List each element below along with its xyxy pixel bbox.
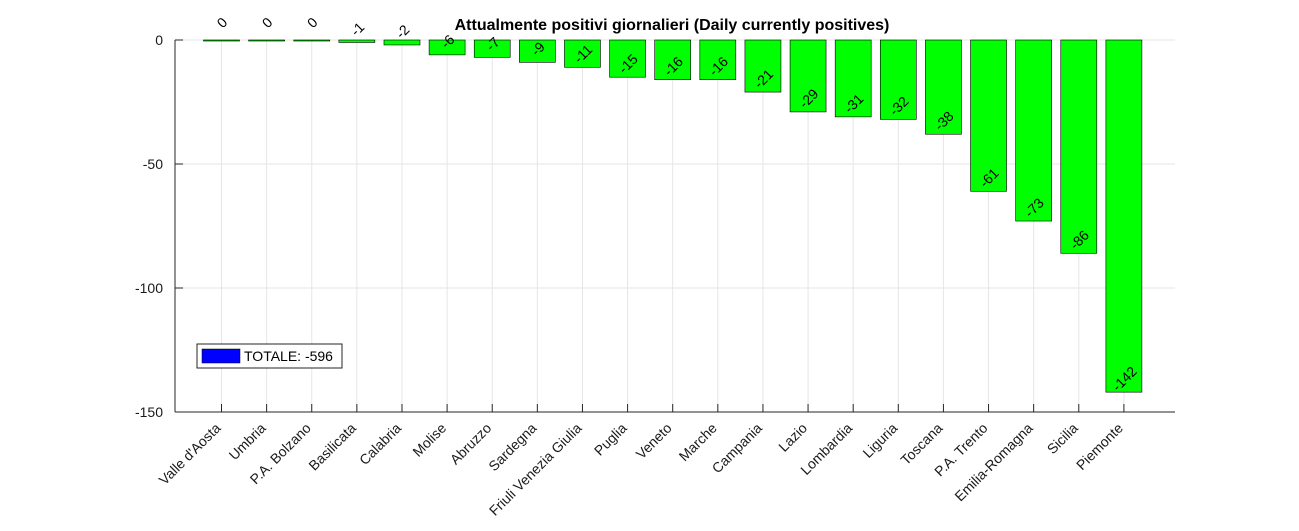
bar	[834, 39, 872, 118]
bar	[744, 39, 782, 93]
bar	[970, 39, 1007, 192]
bar	[338, 39, 376, 43]
legend: TOTALE: -596	[196, 343, 343, 369]
bar	[383, 39, 421, 46]
y-tick-label: -150	[135, 404, 163, 420]
y-tick-label: -100	[135, 280, 163, 296]
bar	[473, 39, 511, 58]
grid	[175, 39, 1175, 413]
legend-swatch	[201, 348, 241, 364]
legend-entry: TOTALE: -596	[244, 348, 333, 364]
y-tick-label: -50	[143, 156, 163, 172]
bar	[1060, 39, 1098, 254]
bar	[519, 39, 556, 63]
chart-title: Attualmente positivi giornalieri (Daily …	[455, 17, 890, 34]
bar	[428, 39, 466, 56]
bar	[564, 39, 601, 68]
bar	[609, 39, 646, 78]
bar	[248, 39, 285, 42]
bar	[879, 39, 917, 120]
bar	[699, 39, 737, 80]
bar	[925, 39, 962, 135]
bar	[654, 39, 692, 80]
bars	[203, 39, 1143, 393]
bar	[293, 39, 331, 42]
bar	[1015, 39, 1052, 222]
bar	[203, 39, 240, 42]
bar	[789, 39, 827, 113]
bar	[1105, 39, 1143, 393]
y-tick-label: 0	[155, 32, 163, 48]
